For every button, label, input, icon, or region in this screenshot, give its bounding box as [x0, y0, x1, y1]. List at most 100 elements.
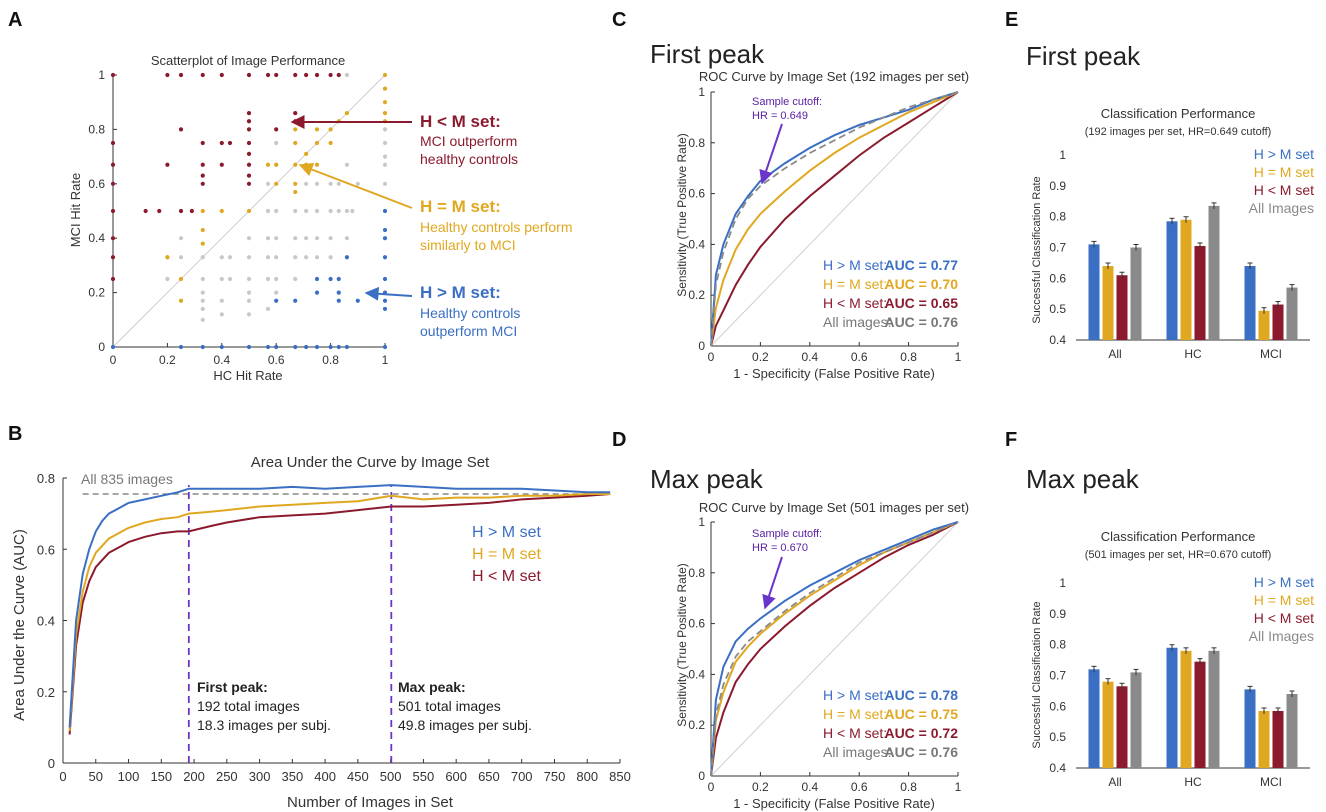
roc-chance-line — [710, 91, 959, 347]
scatter-point — [246, 290, 252, 295]
bar — [1258, 710, 1270, 768]
panel-a-title: Scatterplot of Image Performance — [151, 53, 345, 68]
scatter-point — [227, 140, 233, 146]
panel-a-scatter: 00 0.2 0.2 0.4 0.4 0.6 0.6 0.8 0.8 1 1 — [88, 68, 388, 367]
panel-c-letter: C — [612, 9, 626, 31]
bar — [1102, 681, 1114, 768]
bar — [1180, 219, 1192, 340]
scatter-point — [274, 208, 279, 214]
bar-legend-entry: H > M set — [1254, 574, 1314, 590]
scatter-point — [382, 255, 388, 260]
bar-legend-entry: H < M set — [1254, 610, 1314, 626]
scatter-point — [246, 344, 252, 350]
roc-xtick-label: 0.6 — [851, 780, 868, 794]
bar — [1286, 694, 1298, 768]
scatter-point — [178, 344, 184, 350]
scatter-point — [350, 208, 355, 214]
scatter-point — [246, 72, 252, 78]
bar-category-label: All — [1108, 775, 1121, 789]
bar — [1286, 287, 1298, 340]
panel-b-xtick-label: 250 — [216, 769, 238, 784]
scatter-point — [382, 154, 388, 159]
c-leg-auc-3: AUC = 0.76 — [884, 314, 958, 330]
roc-ytick-label: 0.8 — [688, 136, 705, 150]
bar-legend-entry: H = M set — [1254, 164, 1314, 180]
scatter-point — [219, 72, 224, 78]
scatter-point — [265, 72, 271, 78]
c-leg-name-3: All images: — [823, 314, 891, 330]
scatter-point — [382, 276, 388, 282]
scatter-point — [110, 140, 116, 146]
roc-series-line — [710, 521, 959, 777]
panel-b-series-line — [68, 493, 611, 731]
scatter-point — [344, 72, 350, 78]
panel-b-xlabel: Number of Images in Set — [287, 794, 454, 811]
panel-c-cutoff1: Sample cutoff: — [752, 96, 822, 108]
scatter-point — [200, 306, 205, 312]
panel-e-subtitle: (192 images per set, HR=0.649 cutoff) — [1085, 126, 1272, 138]
scatter-point — [200, 241, 205, 246]
panel-c-cutoff2: HR = 0.649 — [752, 110, 808, 122]
roc-series-line — [710, 521, 959, 777]
bar-ytick-label: 1 — [1059, 576, 1066, 590]
scatter-point — [246, 298, 252, 303]
panel-b-ytick-label: 0.8 — [37, 471, 55, 486]
scatter-point — [274, 162, 279, 167]
bar-ytick-label: 0.5 — [1049, 302, 1066, 316]
scatter-point — [265, 344, 271, 350]
scatter-point — [304, 151, 309, 156]
panel-b-xtick-label: 600 — [445, 769, 467, 784]
panel-e-ylabel: Successful Classification Rate — [1031, 176, 1043, 323]
roc-xtick-label: 0.2 — [752, 780, 769, 794]
scatter-point — [157, 208, 162, 214]
scatter-point — [293, 181, 298, 186]
panel-d-ylabel: Sensitivity (True Positive Rate) — [675, 563, 689, 727]
roc-ytick-label: 0.4 — [688, 667, 705, 681]
bar — [1130, 672, 1142, 768]
roc-ytick-label: 0.8 — [688, 566, 705, 580]
panel-f-bars: 0.4 0.5 0.6 0.7 0.8 0.9 1 All HC MCI H > M set H = … — [1049, 574, 1314, 789]
scatter-point — [336, 290, 341, 295]
roc-ytick-label: 0 — [698, 769, 705, 783]
scatter-point — [382, 100, 388, 105]
bar-category-label: All — [1108, 347, 1121, 361]
panel-a-ytick-label: 1 — [98, 68, 105, 82]
roc-xtick-label: 0.4 — [801, 780, 818, 794]
bar-category-label: MCI — [1260, 775, 1282, 789]
scatter-point — [200, 290, 205, 295]
scatter-point — [246, 110, 252, 116]
bar — [1116, 686, 1128, 768]
panel-b-xtick-label: 50 — [89, 769, 103, 784]
scatter-point — [265, 181, 271, 186]
scatter-point — [274, 127, 279, 132]
scatter-point — [200, 162, 205, 167]
panel-e-heading: First peak — [1026, 41, 1141, 71]
panel-a-xlabel: HC Hit Rate — [213, 368, 282, 383]
roc-ytick-label: 0.2 — [688, 718, 705, 732]
panel-a-xtick-label: 0.2 — [159, 353, 176, 367]
d-leg-name-0: H > M set: — [823, 687, 887, 703]
scatter-point — [110, 72, 116, 78]
panel-c-legend: H > M set: AUC = 0.77 H = M set: AUC = 0… — [823, 257, 958, 330]
panel-b-xtick-label: 550 — [413, 769, 435, 784]
panel-c-cutoff-arrow — [759, 123, 783, 185]
roc-xtick-label: 0.8 — [900, 350, 917, 364]
scatter-point — [265, 306, 271, 312]
roc-ytick-label: 0.6 — [688, 187, 705, 201]
c-leg-name-2: H < M set: — [823, 295, 887, 311]
scatter-point — [293, 298, 298, 303]
bar — [1194, 245, 1206, 340]
scatter-point — [382, 162, 388, 167]
scatter-point — [178, 72, 184, 78]
panel-a-ytick-label: 0.2 — [88, 286, 105, 300]
panel-b-ytick-label: 0 — [48, 756, 55, 771]
panel-d-roc: 00 0.2 0.2 0.4 0.4 0.6 0.6 0.8 0.8 1 1 — [688, 515, 961, 794]
scatter-point — [265, 162, 271, 167]
panel-a-xtick-label: 0.8 — [322, 353, 339, 367]
scatter-point — [355, 298, 360, 303]
bar — [1088, 669, 1100, 768]
roc-xtick-label: 1 — [955, 350, 962, 364]
bar — [1116, 275, 1128, 340]
bar-legend-entry: All Images — [1249, 200, 1314, 216]
roc-series-line — [710, 521, 959, 777]
